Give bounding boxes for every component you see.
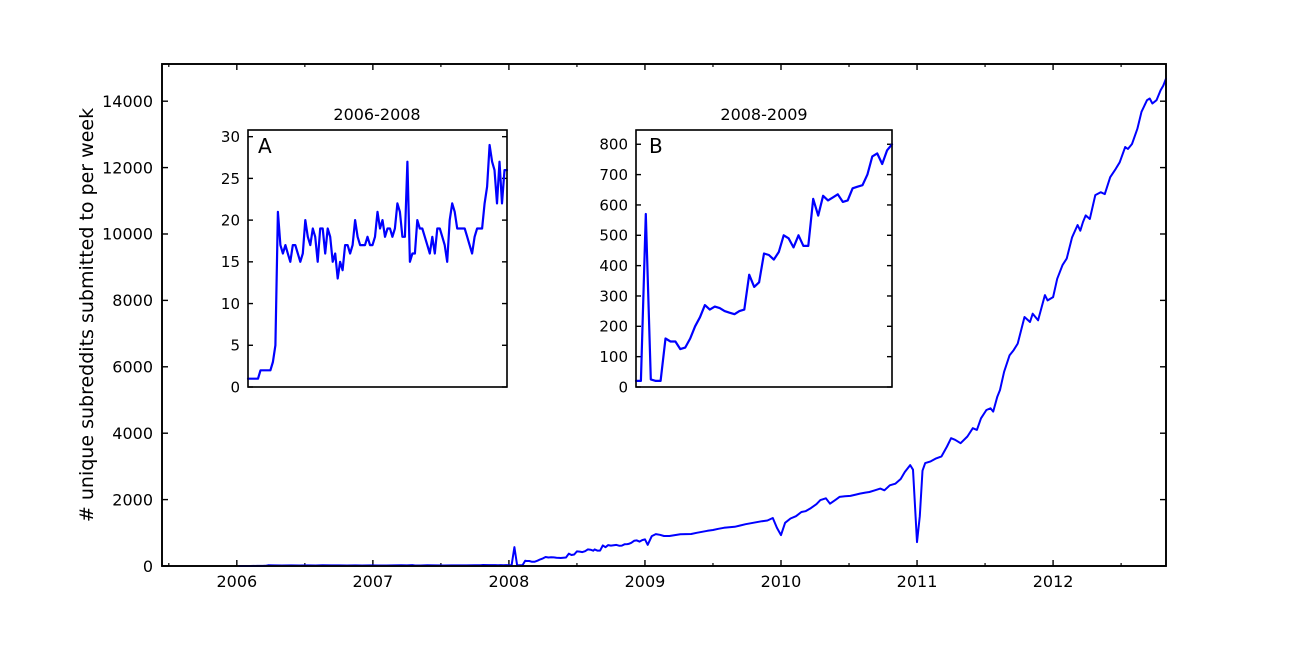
inset_a-series-line [246, 143, 509, 380]
y-tick-label: 10 [221, 295, 240, 313]
main-axes-frame-top [161, 63, 1167, 567]
y-tick-label: 10000 [102, 225, 153, 244]
y-tick-label: 200 [599, 318, 628, 336]
inset_b-axes-frame-top [635, 129, 893, 388]
y-tick-label: 0 [143, 557, 153, 576]
inset-a-title: 2006-2008 [333, 105, 421, 124]
y-tick-label: 4000 [112, 424, 153, 443]
x-tick-label: 2006 [216, 572, 257, 591]
y-tick-label: 12000 [102, 158, 153, 177]
y-tick-label: 5 [230, 337, 240, 355]
inset-b-panel-label: B [649, 134, 663, 158]
inset_b-series-line [634, 143, 894, 382]
x-tick-label: 2010 [761, 572, 802, 591]
inset_a-axes-frame [247, 129, 508, 388]
y-tick-label: 2000 [112, 490, 153, 509]
y-tick-label: 800 [599, 136, 628, 154]
y-axis-label: # unique subreddits submitted to per wee… [76, 107, 98, 523]
y-tick-label: 0 [618, 378, 628, 396]
x-tick-label: 2009 [625, 572, 666, 591]
y-tick-label: 500 [599, 227, 628, 245]
x-tick-label: 2011 [897, 572, 938, 591]
y-tick-label: 30 [221, 128, 240, 146]
x-tick-label: 2012 [1033, 572, 1074, 591]
y-tick-label: 6000 [112, 358, 153, 377]
inset-a-panel-label: A [258, 134, 272, 158]
y-tick-label: 15 [221, 253, 240, 271]
y-tick-label: 300 [599, 287, 628, 305]
y-tick-label: 700 [599, 166, 628, 184]
y-tick-label: 25 [221, 170, 240, 188]
y-tick-label: 600 [599, 196, 628, 214]
y-tick-label: 8000 [112, 291, 153, 310]
inset-b-title: 2008-2009 [720, 105, 808, 124]
y-tick-label: 20 [221, 212, 240, 230]
main-series-line [238, 77, 1167, 567]
inset_a-axes-frame-top [247, 129, 508, 388]
y-tick-label: 0 [230, 378, 240, 396]
x-tick-label: 2008 [489, 572, 530, 591]
x-tick-label: 2007 [353, 572, 394, 591]
y-tick-label: 100 [599, 348, 628, 366]
y-tick-label: 400 [599, 257, 628, 275]
y-tick-label: 14000 [102, 92, 153, 111]
